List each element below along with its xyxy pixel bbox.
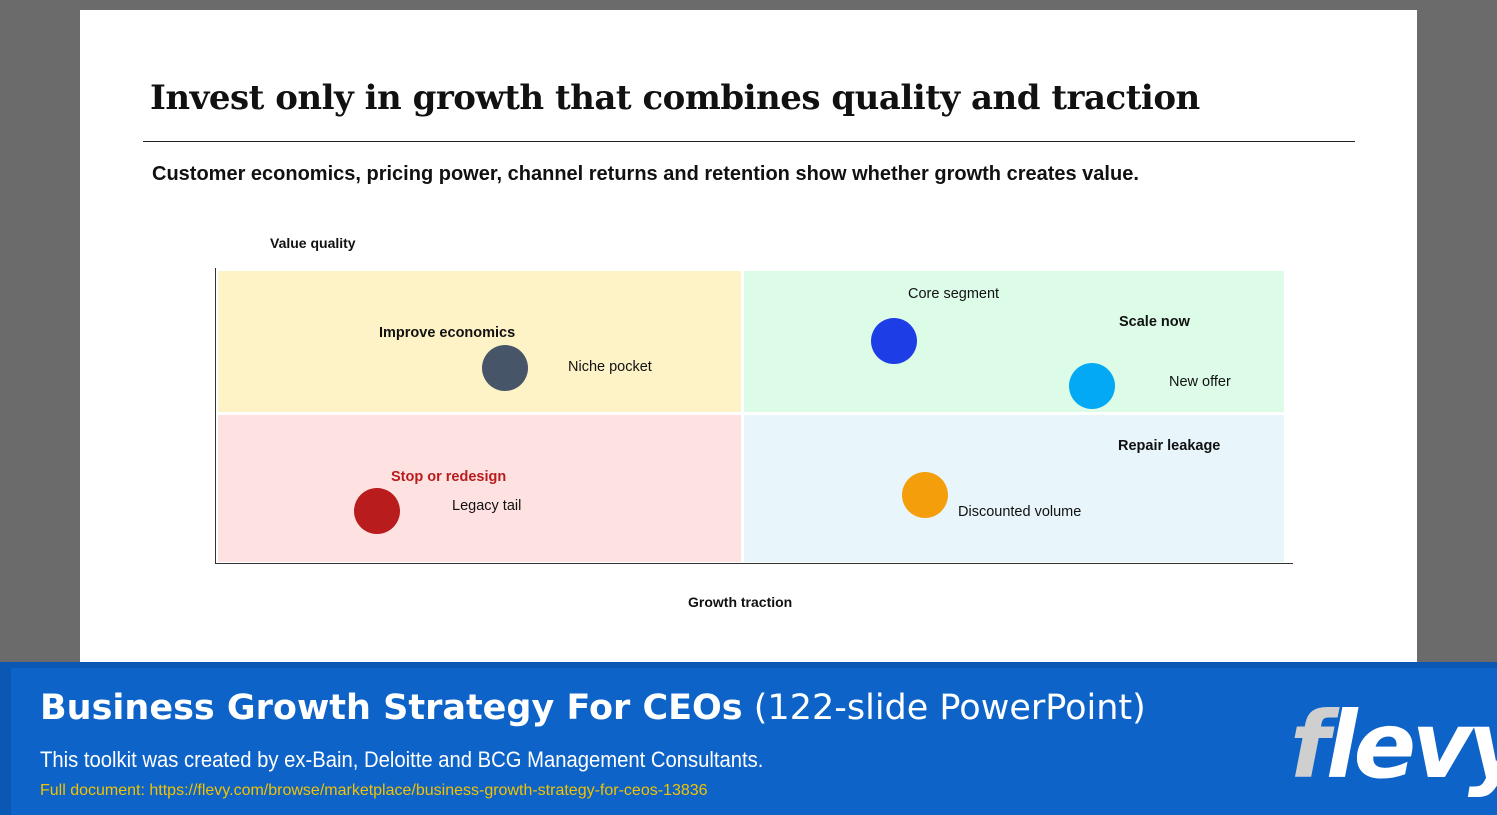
quadrant-scale-now xyxy=(744,271,1284,412)
slide-subtitle: Customer economics, pricing power, chann… xyxy=(152,163,1139,185)
banner-title-light: (122-slide PowerPoint) xyxy=(753,688,1146,728)
slide: Invest only in growth that combines qual… xyxy=(80,10,1417,662)
y-axis-label: Value quality xyxy=(270,235,356,251)
point-new-offer xyxy=(1069,363,1115,409)
quadrant-label-stop-or-redesign: Stop or redesign xyxy=(391,469,507,485)
title-divider xyxy=(143,141,1355,142)
point-discounted-volume xyxy=(902,472,948,518)
banner-description: This toolkit was created by ex-Bain, Del… xyxy=(40,747,764,772)
flevy-logo[interactable]: flevy xyxy=(1290,692,1497,799)
quadrant-label-repair-leakage: Repair leakage xyxy=(1118,438,1221,454)
x-axis-label: Growth traction xyxy=(688,594,793,610)
point-label-legacy-tail: Legacy tail xyxy=(452,498,522,514)
slide-title: Invest only in growth that combines qual… xyxy=(150,78,1200,118)
point-label-new-offer: New offer xyxy=(1169,374,1231,390)
point-label-core-segment: Core segment xyxy=(908,286,1000,302)
point-core-segment xyxy=(871,318,917,364)
x-axis-line xyxy=(215,563,1293,564)
promo-banner xyxy=(0,662,1497,815)
quadrant-label-scale-now: Scale now xyxy=(1119,314,1190,330)
banner-title-bold: Business Growth Strategy For CEOs xyxy=(40,688,743,728)
point-label-niche-pocket: Niche pocket xyxy=(568,359,652,375)
banner-title: Business Growth Strategy For CEOs (122-s… xyxy=(40,688,1146,728)
point-legacy-tail xyxy=(354,488,400,534)
quadrant-repair-leakage xyxy=(744,415,1284,562)
point-label-discounted-volume: Discounted volume xyxy=(958,504,1082,520)
banner-document-link[interactable]: Full document: https://flevy.com/browse/… xyxy=(40,782,708,799)
quadrant-stop-or-redesign xyxy=(218,415,741,562)
quadrant-improve-economics xyxy=(218,271,741,412)
promo-banner-panel xyxy=(11,668,1497,815)
y-axis-line xyxy=(215,268,216,564)
point-niche-pocket xyxy=(482,345,528,391)
quadrant-label-improve-economics: Improve economics xyxy=(379,325,516,341)
